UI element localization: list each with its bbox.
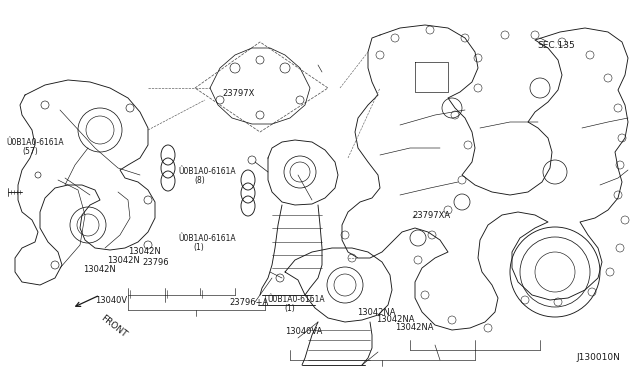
Text: (57): (57) — [22, 147, 38, 155]
Text: 13042NA: 13042NA — [357, 308, 396, 317]
Text: (1): (1) — [284, 304, 295, 312]
Text: Û0B1A0-6161A: Û0B1A0-6161A — [178, 234, 236, 243]
Text: (8): (8) — [195, 176, 205, 185]
Text: 13042N: 13042N — [108, 256, 140, 265]
Text: 13042NA: 13042NA — [376, 315, 415, 324]
Text: 13042N: 13042N — [128, 247, 161, 256]
Text: Û0B1A0-6161A: Û0B1A0-6161A — [268, 295, 325, 304]
Text: 23796+A: 23796+A — [229, 298, 268, 307]
Text: FRONT: FRONT — [99, 314, 129, 340]
Text: 23797XA: 23797XA — [413, 211, 451, 220]
Text: 13040V: 13040V — [95, 296, 127, 305]
Text: 13042N: 13042N — [83, 265, 116, 274]
Text: 23796: 23796 — [142, 258, 169, 267]
Text: 13040VA: 13040VA — [285, 327, 322, 336]
Text: Û0B1A0-6161A: Û0B1A0-6161A — [6, 138, 64, 147]
Text: Û0B1A0-6161A: Û0B1A0-6161A — [178, 167, 236, 176]
Text: J130010N: J130010N — [576, 353, 620, 362]
Text: 23797X: 23797X — [223, 89, 255, 98]
Text: 13042NA: 13042NA — [396, 323, 434, 332]
Text: SEC.135: SEC.135 — [538, 41, 575, 50]
Text: (1): (1) — [193, 243, 204, 251]
